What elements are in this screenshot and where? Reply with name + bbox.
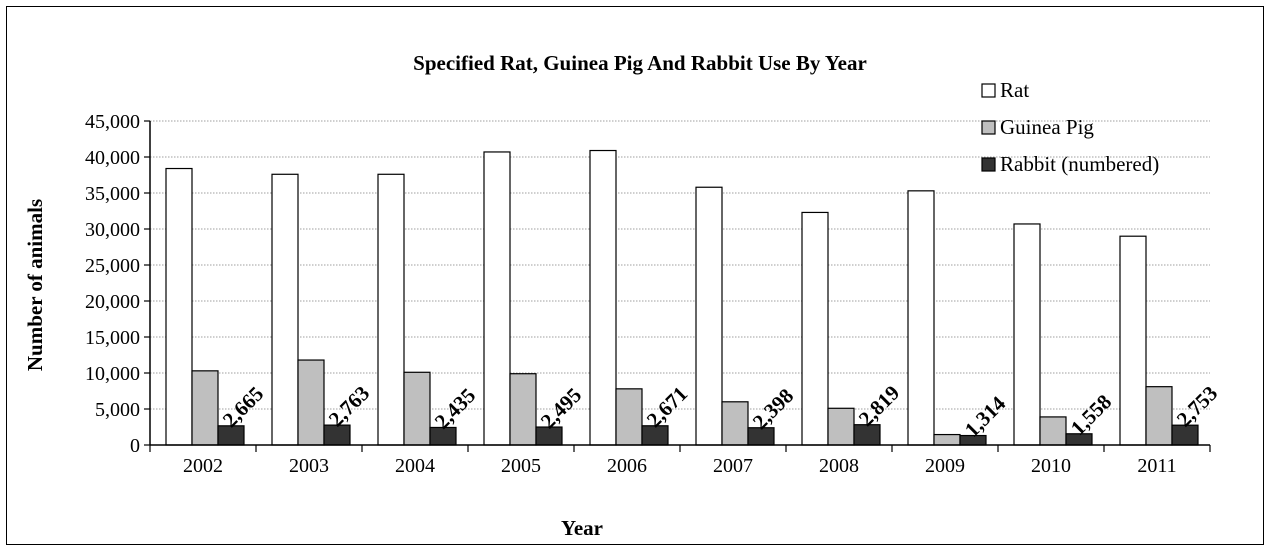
data-label: 2,435 <box>430 383 480 433</box>
data-label: 1,314 <box>960 391 1011 442</box>
x-tick-label: 2005 <box>501 455 541 477</box>
bar-guinea-pig <box>615 388 643 446</box>
x-tick-label: 2007 <box>713 455 753 477</box>
x-tick-label: 2009 <box>925 455 965 477</box>
bar-guinea-pig <box>1145 386 1173 446</box>
y-tick-label: 5,000 <box>95 399 140 421</box>
bar-rat <box>271 173 299 446</box>
legend-label: Guinea Pig <box>1000 115 1094 139</box>
bar-rat <box>1013 223 1041 446</box>
x-tick-label: 2002 <box>183 455 223 477</box>
x-tick-label: 2006 <box>607 455 647 477</box>
x-tick-label: 2008 <box>819 455 859 477</box>
bar-guinea-pig <box>403 371 431 446</box>
y-tick-label: 40,000 <box>85 147 140 169</box>
data-label: 2,398 <box>748 384 798 434</box>
legend-swatch <box>981 120 996 135</box>
bar-rat <box>1119 235 1147 446</box>
x-axis-ticks: 2002 2003 2004 2005 2006 2007 2008 2009 2010 2011 <box>149 445 1211 477</box>
x-tick-label: 2011 <box>1137 455 1176 477</box>
bar-rat <box>801 211 829 446</box>
data-label: 1,558 <box>1066 390 1116 440</box>
bar-guinea-pig <box>297 359 325 446</box>
legend-swatch <box>981 83 996 98</box>
bars <box>165 149 1199 446</box>
bar-guinea-pig <box>721 401 749 446</box>
bar-guinea-pig <box>509 373 537 446</box>
data-label: 2,495 <box>536 383 586 433</box>
legend-label: Rabbit (numbered) <box>1000 152 1159 176</box>
bar-guinea-pig <box>1039 416 1067 446</box>
data-label: 2,819 <box>854 381 904 431</box>
y-tick-label: 0 <box>130 435 140 457</box>
legend-label: Rat <box>1000 78 1029 102</box>
y-tick-label: 15,000 <box>85 327 140 349</box>
bar-guinea-pig <box>933 433 961 446</box>
data-label: 2,665 <box>218 382 268 432</box>
bar-rat <box>483 151 511 446</box>
bar-guinea-pig <box>827 407 855 446</box>
legend-swatch <box>981 157 996 172</box>
x-tick-label: 2010 <box>1031 455 1071 477</box>
bar-rat <box>907 190 935 446</box>
y-tick-label: 10,000 <box>85 363 140 385</box>
bar-rat <box>377 173 405 446</box>
y-tick-label: 25,000 <box>85 255 140 277</box>
x-tick-label: 2004 <box>395 455 435 477</box>
data-label: 2,763 <box>324 381 374 431</box>
bar-rat <box>165 167 193 446</box>
y-tick-label: 30,000 <box>85 219 140 241</box>
data-label: 2,671 <box>642 382 692 432</box>
y-tick-label: 45,000 <box>85 111 140 133</box>
bar-rat <box>695 186 723 446</box>
legend: Rat Guinea Pig Rabbit (numbered) <box>981 78 1159 176</box>
bar-guinea-pig <box>191 370 219 446</box>
x-tick-label: 2003 <box>289 455 329 477</box>
y-axis-ticks: 0 5,000 10,000 15,000 20,000 25,000 30,000 35,0… <box>85 111 150 457</box>
y-tick-label: 20,000 <box>85 291 140 313</box>
chart-title: Specified Rat, Guinea Pig And Rabbit Use… <box>413 51 867 75</box>
data-label: 2,753 <box>1172 381 1222 431</box>
x-axis-label: Year <box>561 516 603 540</box>
y-tick-label: 35,000 <box>85 183 140 205</box>
chart-frame <box>6 6 1264 545</box>
y-axis-label: Number of animals <box>23 199 47 371</box>
bar-rat <box>589 149 617 446</box>
